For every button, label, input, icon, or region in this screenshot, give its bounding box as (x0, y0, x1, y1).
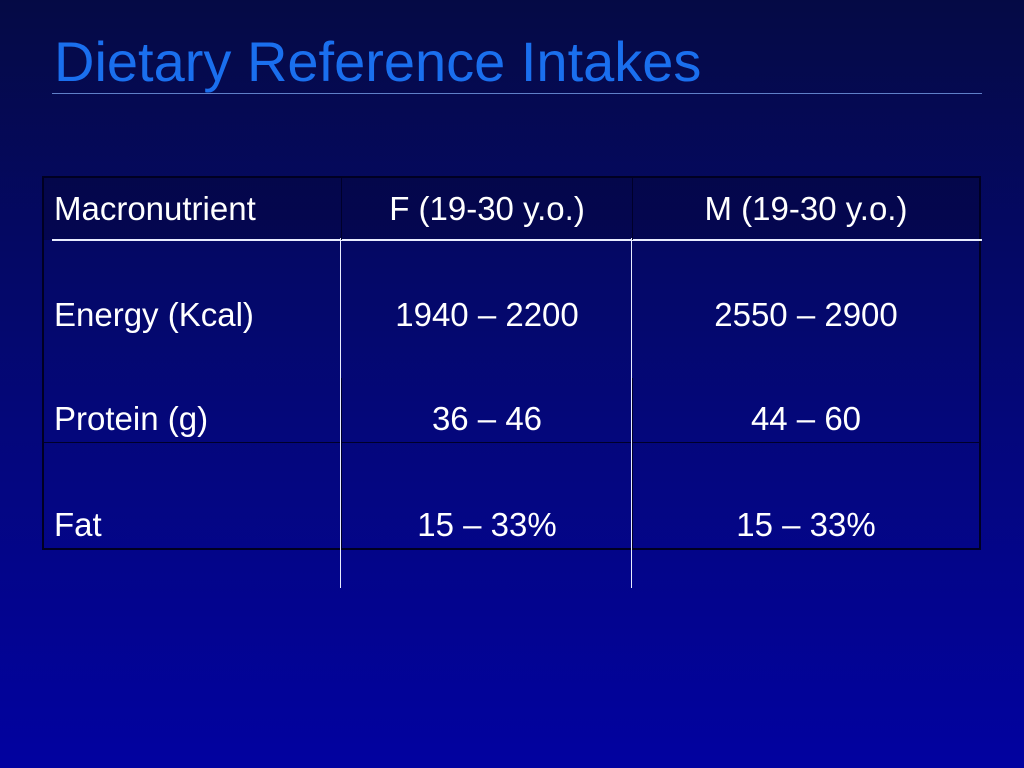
column-divider (632, 178, 633, 240)
column-guide-line (340, 238, 341, 588)
table-row-label: Protein (g) (54, 400, 209, 437)
column-divider (341, 378, 342, 548)
table-cell: 44 – 60 (750, 400, 862, 437)
table-cell: 36 – 46 (431, 400, 543, 437)
table-header-row (44, 178, 979, 240)
column-divider (632, 378, 633, 548)
column-divider (341, 178, 342, 240)
dri-table: Macronutrient F (19-30 y.o.) M (19-30 y.… (42, 176, 982, 550)
table-row-label: Fat (54, 506, 102, 543)
table-cell: 1940 – 2200 (395, 296, 579, 333)
title-underline (52, 93, 982, 94)
table-cell: 2550 – 2900 (714, 296, 898, 333)
table-cell: 15 – 33% (417, 506, 557, 543)
column-guide-line (631, 238, 632, 588)
header-cell-macronutrient: Macronutrient (54, 190, 256, 227)
header-cell-male: M (19-30 y.o.) (704, 190, 908, 227)
header-cell-female: F (19-30 y.o.) (389, 190, 585, 227)
table-row-label: Energy (Kcal) (54, 296, 254, 333)
header-divider (52, 239, 982, 241)
row-divider (44, 442, 979, 443)
slide-title: Dietary Reference Intakes (54, 30, 702, 93)
table-cell: 15 – 33% (736, 506, 876, 543)
